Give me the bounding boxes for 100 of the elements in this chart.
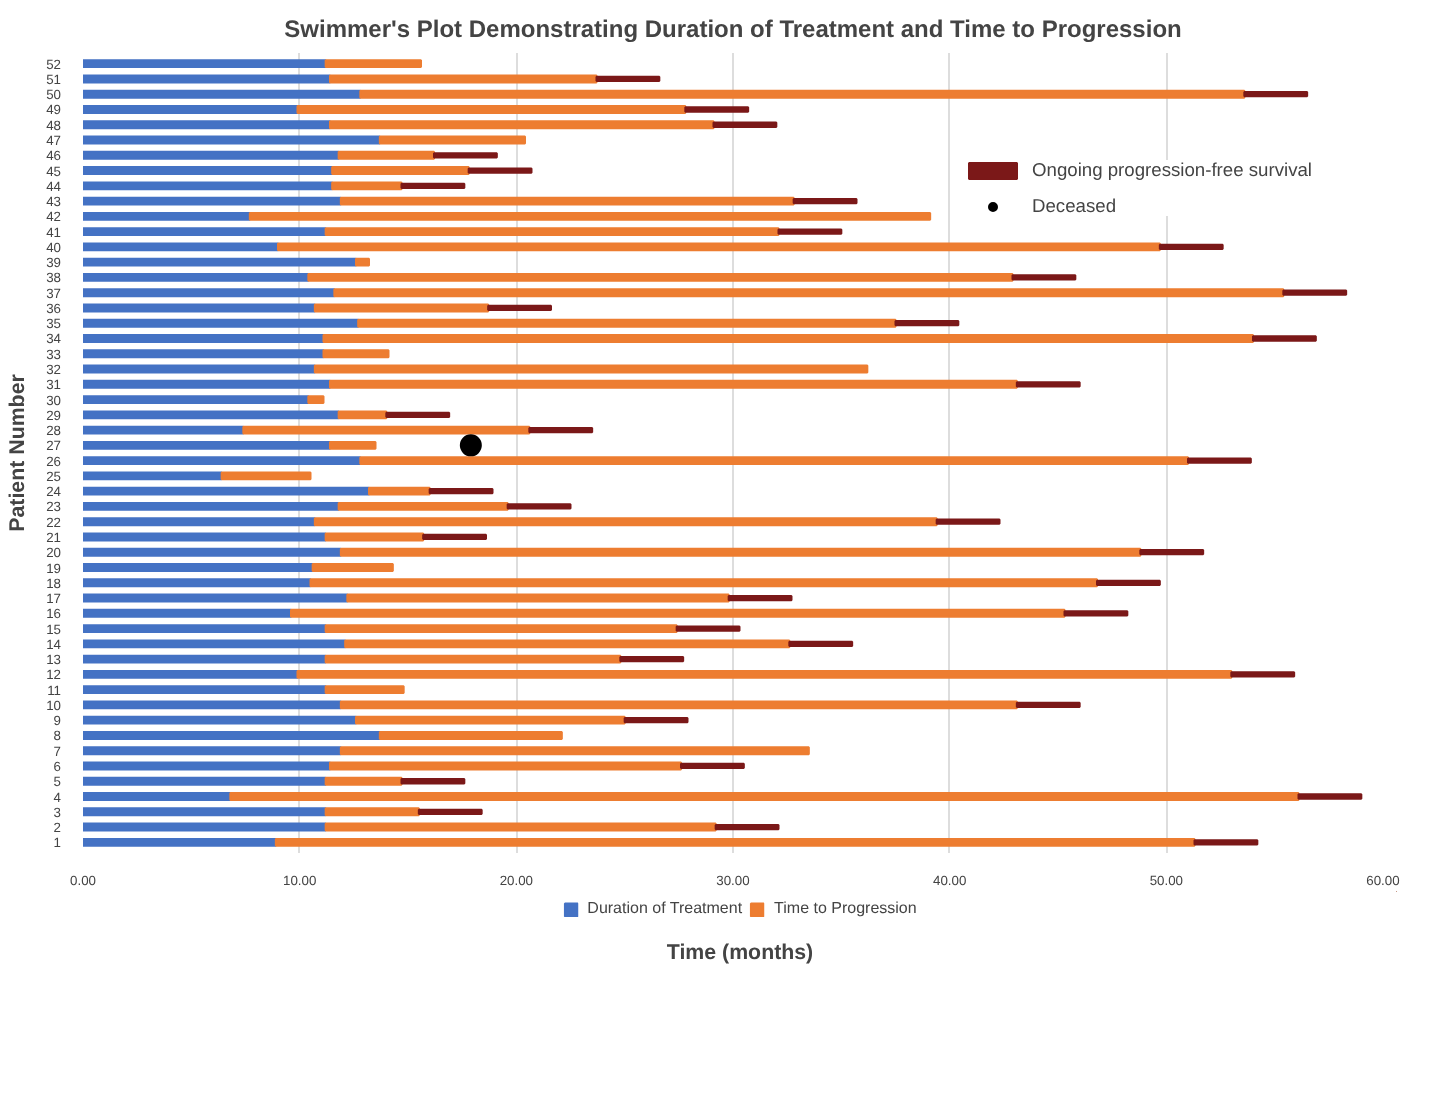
bar	[229, 792, 1300, 801]
bar	[313, 517, 938, 527]
bar	[346, 593, 730, 603]
bar	[242, 425, 531, 435]
y-axis-title: Patient Number	[6, 374, 31, 532]
bar	[1096, 579, 1161, 586]
bar	[727, 594, 793, 602]
bar	[322, 334, 1254, 343]
bar	[1158, 243, 1224, 251]
bar	[248, 211, 932, 221]
bar	[355, 715, 626, 725]
bar	[83, 502, 340, 511]
bar	[83, 150, 340, 160]
bar	[1297, 793, 1363, 800]
bar	[83, 700, 342, 710]
bar	[339, 196, 795, 206]
legend-label: Duration of Treatment	[587, 899, 743, 917]
bar	[83, 211, 251, 221]
bar	[83, 364, 316, 374]
bar	[311, 563, 394, 572]
bar	[290, 608, 1066, 618]
bar	[83, 440, 331, 450]
bar	[324, 807, 420, 817]
bar	[1139, 549, 1205, 556]
bar	[680, 762, 745, 770]
bar	[339, 746, 810, 756]
bar	[83, 334, 325, 343]
bar	[329, 74, 598, 84]
bar	[83, 624, 327, 634]
bar	[83, 349, 325, 359]
bar	[83, 639, 347, 649]
bar	[83, 578, 312, 588]
bar	[274, 837, 1196, 847]
bar	[1187, 457, 1252, 464]
bar	[83, 379, 331, 389]
bar	[331, 166, 470, 175]
bar	[368, 486, 431, 496]
bar	[1011, 274, 1077, 281]
bar	[83, 456, 362, 466]
bar	[329, 761, 682, 771]
bar	[385, 411, 451, 418]
bar	[277, 242, 1161, 252]
bar	[83, 532, 327, 542]
bar	[83, 776, 327, 786]
bar	[83, 181, 334, 191]
bar	[329, 379, 1018, 389]
bar	[788, 640, 854, 647]
legend-label: Time to Progression	[774, 899, 917, 917]
bar	[357, 318, 897, 328]
bar	[83, 135, 381, 145]
bar	[935, 518, 1001, 525]
bar	[1015, 701, 1081, 709]
bar	[428, 488, 494, 495]
bar	[220, 471, 312, 481]
bar	[324, 227, 780, 237]
bar	[506, 503, 572, 510]
bar	[777, 228, 843, 235]
bar	[83, 257, 357, 267]
bar	[83, 303, 316, 313]
x-axis-title: Time (months)	[666, 941, 815, 965]
bar	[83, 792, 232, 801]
bar	[1252, 335, 1317, 342]
bar	[83, 731, 381, 740]
bar	[337, 502, 509, 511]
bar	[83, 120, 331, 130]
bar	[400, 182, 466, 189]
bar	[712, 121, 778, 128]
bar	[400, 778, 466, 785]
bar	[595, 75, 661, 83]
bar	[528, 426, 594, 434]
bar	[1230, 671, 1296, 678]
bar	[83, 654, 327, 664]
bar	[83, 166, 334, 175]
bar	[324, 822, 717, 832]
bar	[83, 272, 310, 282]
bar	[355, 257, 370, 267]
legend-label: Ongoing progression-free survival	[1032, 160, 1312, 180]
bar	[1243, 91, 1309, 98]
bar	[378, 731, 563, 740]
bar	[417, 808, 483, 815]
bar	[1193, 839, 1259, 846]
bar	[309, 578, 1098, 588]
bar	[83, 593, 349, 603]
bar	[83, 59, 327, 69]
bar	[83, 89, 362, 99]
bar	[83, 288, 336, 298]
bar	[83, 410, 340, 420]
bar	[83, 563, 314, 572]
bar	[83, 318, 360, 328]
bar	[1063, 610, 1129, 617]
bar	[1015, 381, 1081, 388]
bar	[359, 456, 1189, 466]
bar	[684, 106, 750, 113]
bar	[337, 150, 435, 160]
bar	[331, 181, 403, 191]
bar	[83, 74, 331, 84]
bar	[378, 135, 526, 145]
bar	[83, 715, 357, 725]
bar	[83, 395, 310, 404]
bar	[792, 197, 858, 205]
